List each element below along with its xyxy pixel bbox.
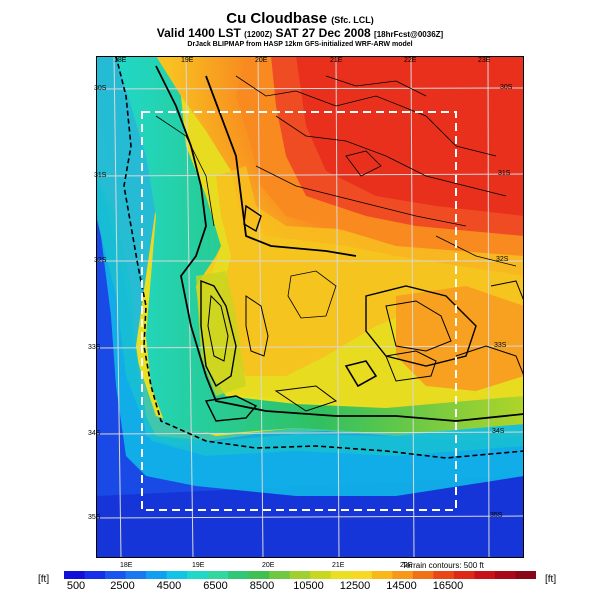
colorbar-label: 12500: [339, 580, 371, 592]
lat-label-right: 33S: [494, 342, 507, 349]
colorbar-swatch: [494, 571, 516, 579]
colorbar-swatch: [412, 571, 434, 579]
lon-label-bottom: 19E: [192, 562, 205, 569]
lon-label-bottom: 20E: [262, 562, 275, 569]
colorbar-swatch: [228, 571, 250, 579]
lat-label-right: 31S: [498, 170, 511, 177]
lat-label-left: 35S: [88, 514, 101, 521]
colorbar-swatch: [248, 571, 270, 579]
colorbar-swatch: [330, 571, 352, 579]
colorbar-swatch: [187, 571, 209, 579]
colorbar-label: 16500: [432, 580, 464, 592]
colorbar-swatch: [453, 571, 475, 579]
lon-label-top: 23E: [478, 57, 491, 64]
lon-label-top: 22E: [404, 57, 417, 64]
lat-label-right: 30S: [500, 84, 513, 91]
colorbar-label: 2500: [110, 580, 135, 592]
map-frame: [96, 56, 524, 558]
colorbar-label: 6500: [203, 580, 228, 592]
lon-label-bottom: 21E: [332, 562, 345, 569]
lat-label-right: 35S: [490, 512, 503, 519]
colorbar-swatch: [310, 571, 332, 579]
colorbar-swatch: [146, 571, 168, 579]
cloudbase-map: [96, 56, 524, 558]
colorbar-swatch: [289, 571, 311, 579]
lon-label-top: 19E: [181, 57, 194, 64]
colorbar-swatch: [84, 571, 106, 579]
inner-domain-box: [141, 111, 457, 511]
valid-time: Valid 1400 LST (1200Z) SAT 27 Dec 2008 […: [156, 26, 444, 40]
terrain-contours-note: Terrain contours: 500 ft: [402, 561, 484, 570]
lat-label-right: 34S: [492, 428, 505, 435]
colorbar-swatch: [64, 571, 86, 579]
colorbar-label: 500: [66, 580, 86, 592]
lat-label-left: 34S: [88, 430, 101, 437]
colorbar-swatch: [371, 571, 393, 579]
colorbar-swatch: [269, 571, 291, 579]
lat-label-left: 32S: [94, 257, 107, 264]
colorbar-swatch: [433, 571, 455, 579]
lon-label-top: 21E: [330, 57, 343, 64]
colorbar-label: 8500: [249, 580, 275, 592]
colorbar-swatch: [392, 571, 414, 579]
colorbar: [64, 571, 536, 579]
unit-right: [ft]: [545, 574, 557, 585]
colorbar-swatch: [474, 571, 496, 579]
terrain-contours: [115, 56, 524, 459]
colorbar-label: 4500: [156, 580, 182, 592]
lon-label-top: 20E: [255, 57, 268, 64]
lon-label-bottom: 22E: [400, 562, 413, 569]
colorbar-swatch: [515, 571, 536, 579]
lat-label-right: 32S: [496, 256, 509, 263]
map-title: Cu Cloudbase (Sfc. LCL): [226, 10, 374, 27]
colorbar-label: 14500: [386, 580, 417, 592]
lat-label-left: 30S: [94, 85, 107, 92]
lat-label-left: 33S: [88, 344, 101, 351]
colorbar-swatch: [351, 571, 373, 579]
unit-left: [ft]: [38, 574, 50, 585]
lat-label-left: 31S: [94, 172, 107, 179]
colorbar-swatch: [125, 571, 147, 579]
graticule: [96, 56, 524, 558]
model-credit: DrJack BLIPMAP from HASP 12km GFS-initia…: [187, 41, 413, 48]
colorbar-label: 10500: [293, 580, 324, 592]
lon-label-bottom: 18E: [120, 562, 133, 569]
colorbar-swatch: [207, 571, 229, 579]
lon-label-top: 18E: [114, 57, 127, 64]
colorbar-swatch: [105, 571, 127, 579]
colorbar-swatch: [166, 571, 188, 579]
